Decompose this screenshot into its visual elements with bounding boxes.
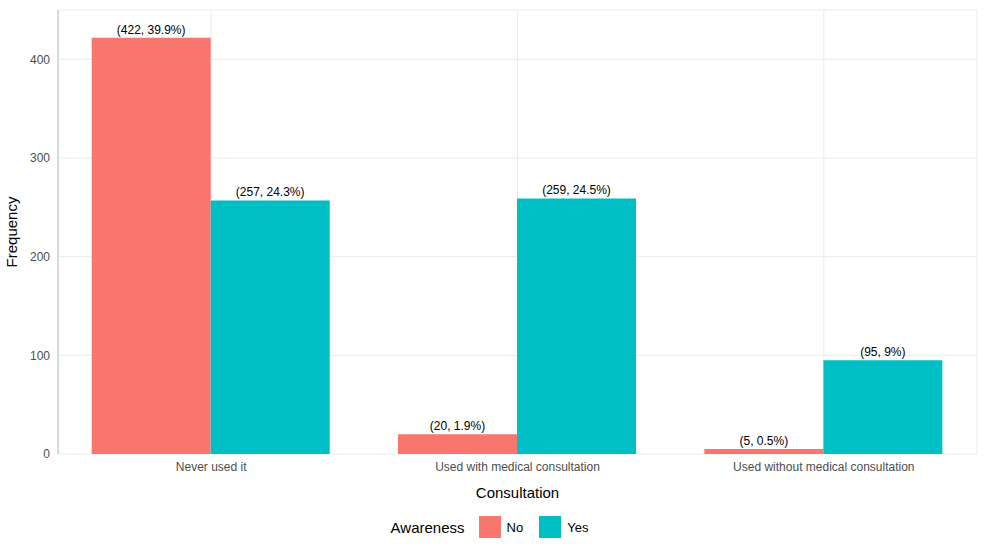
svg-text:0: 0 [43,447,50,461]
svg-text:Used without medical consultat: Used without medical consultation [733,460,914,474]
svg-text:(20, 1.9%): (20, 1.9%) [430,419,485,433]
svg-text:300: 300 [30,151,50,165]
svg-text:Frequency: Frequency [8,196,20,267]
svg-text:Never used it: Never used it [176,460,247,474]
svg-text:400: 400 [30,53,50,67]
svg-text:(259, 24.5%): (259, 24.5%) [542,183,611,197]
svg-text:100: 100 [30,349,50,363]
svg-text:(422, 39.9%): (422, 39.9%) [117,23,186,37]
svg-text:Used with medical consultation: Used with medical consultation [435,460,600,474]
html-text:Awareness: Awareness [390,518,465,536]
html-text:No: No [506,519,524,535]
svg-text:Consultation: Consultation [476,484,559,501]
svg-text:(5, 0.5%): (5, 0.5%) [740,434,789,448]
svg-text:200: 200 [30,250,50,264]
svg-text:(257, 24.3%): (257, 24.3%) [236,185,305,199]
svg-text:(95, 9%): (95, 9%) [860,345,905,359]
html-text:Yes: Yes [567,519,589,535]
